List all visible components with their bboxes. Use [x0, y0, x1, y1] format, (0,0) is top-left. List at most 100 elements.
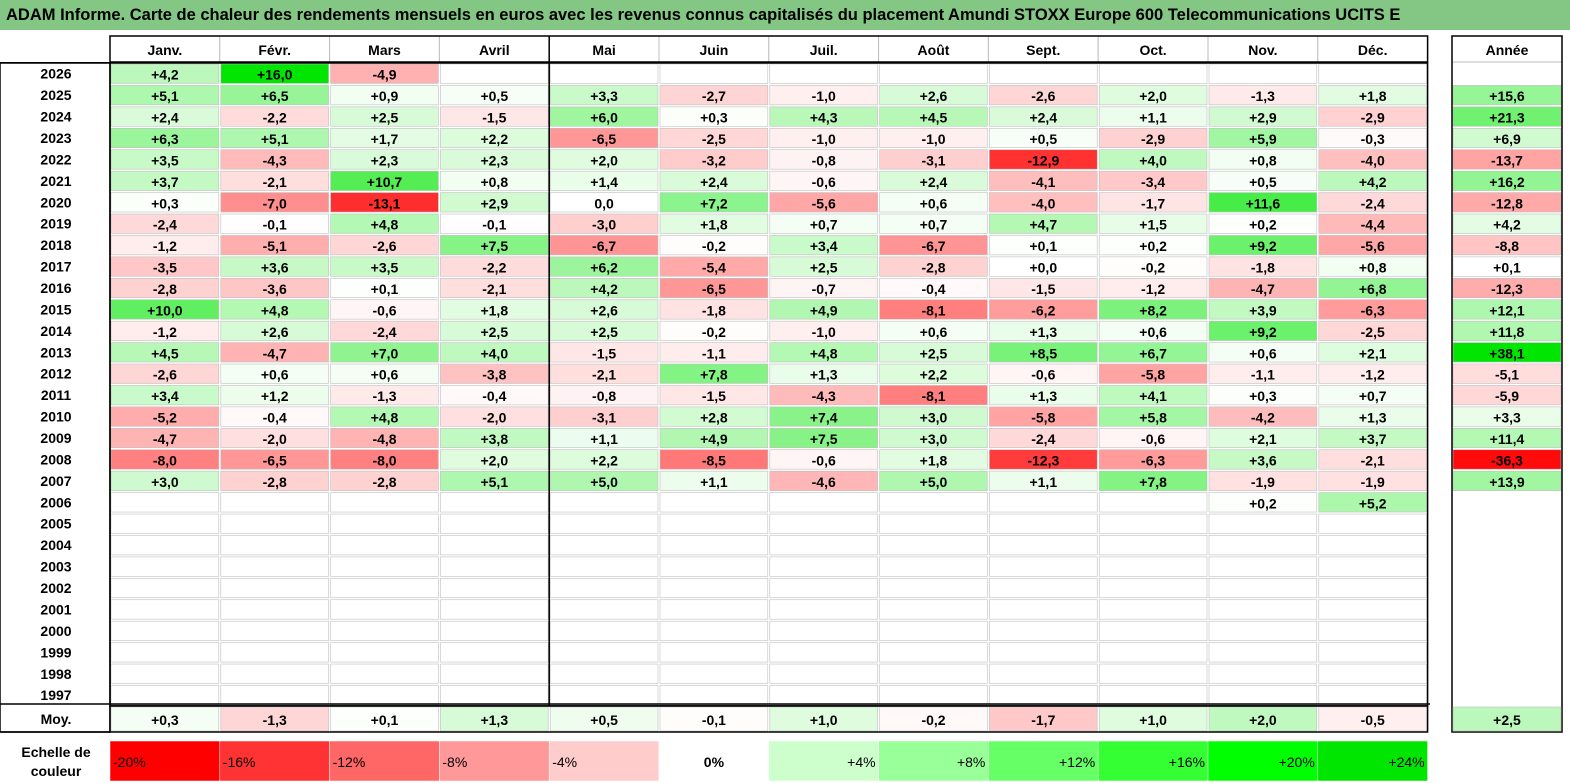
cell-value: -0,1: [263, 217, 287, 233]
cell-value: +0,7: [1359, 388, 1387, 404]
cell-value: -2,8: [153, 281, 177, 297]
cell-value: -0,6: [1031, 367, 1055, 383]
cell-value: +0,6: [1139, 324, 1167, 340]
average-value: +1,0: [810, 712, 838, 728]
cell-value: +5,9: [1249, 131, 1277, 147]
heatmap-cell: [440, 685, 549, 706]
annual-cell: [1452, 406, 1562, 427]
heatmap-cell: [1318, 299, 1427, 320]
cell-value: -1,5: [482, 110, 506, 126]
heatmap-cell: [1098, 149, 1208, 170]
heatmap-cell: [220, 320, 329, 341]
heatmap-cell: [220, 85, 329, 106]
cell-value: -1,1: [702, 345, 726, 361]
cell-value: +6,2: [590, 260, 618, 276]
cell-value: +6,5: [261, 88, 289, 104]
heatmap-cell: [1208, 449, 1318, 470]
heatmap-cell: [769, 85, 878, 106]
year-label: 2010: [40, 409, 71, 425]
heatmap-cell: [989, 213, 1098, 234]
month-header: Juin: [700, 42, 729, 58]
heatmap-cell: [549, 85, 659, 106]
cell-value: +5,2: [1359, 495, 1387, 511]
heatmap-cell: [549, 192, 659, 213]
cell-value: -4,9: [372, 67, 396, 83]
heatmap-cell: [220, 192, 329, 213]
scale-label: Echelle de: [21, 744, 90, 760]
cell-value: -4,7: [1251, 281, 1275, 297]
heatmap-cell: [330, 342, 439, 363]
cell-value: +1,1: [1139, 110, 1167, 126]
heatmap-cell: [1318, 192, 1427, 213]
cell-value: -8,1: [921, 388, 945, 404]
heatmap-cell: [220, 535, 329, 556]
heatmap-cell: [989, 363, 1098, 384]
heatmap-cell: [440, 428, 549, 449]
cell-value: +0,6: [261, 367, 289, 383]
cell-value: +9,2: [1249, 238, 1277, 254]
cell-value: -8,0: [153, 452, 177, 468]
cell-value: -0,6: [812, 452, 836, 468]
heatmap-cell: [769, 277, 878, 299]
cell-value: -3,8: [482, 367, 506, 383]
cell-value: +4,0: [480, 345, 508, 361]
cell-value: +1,3: [810, 367, 838, 383]
cell-value: -8,0: [372, 452, 396, 468]
cell-value: -5,8: [1141, 367, 1165, 383]
heatmap-cell: [1098, 663, 1208, 684]
cell-value: -4,7: [263, 345, 287, 361]
cell-value: -8,5: [702, 452, 726, 468]
heatmap-cell: [549, 299, 659, 320]
cell-value: -2,4: [153, 217, 177, 233]
scale-swatch: [658, 740, 770, 782]
heatmap-cell: [769, 363, 878, 384]
heatmap-cell: [879, 192, 988, 213]
heatmap-cell: [1208, 342, 1318, 363]
year-label: 2023: [40, 130, 71, 146]
heatmap-cell: [1098, 342, 1208, 363]
heatmap-cell: [1098, 63, 1208, 84]
heatmap-cell: [1318, 320, 1427, 341]
cell-value: +3,5: [151, 152, 179, 168]
cell-value: +1,4: [590, 174, 618, 190]
annual-cell: [1453, 599, 1561, 620]
heatmap-cell: [1208, 235, 1318, 256]
cell-value: -6,7: [921, 238, 945, 254]
heatmap-cell: [1318, 63, 1427, 84]
average-value: +0,3: [151, 712, 179, 728]
heatmap-cell: [659, 299, 769, 320]
heatmap-cell: [989, 342, 1098, 363]
annual-cell: [1452, 149, 1562, 170]
heatmap-cell: [330, 299, 439, 320]
cell-value: -2,1: [1361, 452, 1385, 468]
heatmap-cell: [549, 106, 659, 127]
heatmap-cell: [220, 299, 329, 320]
average-cell: [1098, 706, 1208, 732]
heatmap-cell: [220, 63, 329, 84]
heatmap-cell: [440, 363, 549, 384]
scale-step-label: +12%: [1059, 754, 1095, 770]
cell-value: +1,1: [1029, 474, 1057, 490]
heatmap-cell: [220, 470, 329, 491]
cell-value: +0,3: [1249, 388, 1277, 404]
heatmap-cell: [1208, 106, 1318, 127]
heatmap-cell: [879, 535, 988, 556]
cell-value: -3,6: [263, 281, 287, 297]
heatmap-cell: [989, 406, 1098, 427]
month-header: Déc.: [1358, 42, 1388, 58]
cell-value: +0,3: [151, 195, 179, 211]
annual-cell: [1452, 127, 1562, 149]
cell-value: +2,4: [920, 174, 948, 190]
average-value: +1,0: [1139, 712, 1167, 728]
heatmap-cell: [1208, 535, 1318, 556]
cell-value: -2,2: [482, 260, 506, 276]
cell-value: +2,0: [590, 152, 618, 168]
annual-value: +11,4: [1490, 431, 1525, 447]
heatmap-cell: [549, 535, 659, 556]
heatmap-cell: [1098, 235, 1208, 256]
cell-value: +2,0: [480, 452, 508, 468]
cell-value: +2,2: [920, 367, 948, 383]
heatmap-cell: [1208, 578, 1318, 599]
heatmap-cell: [330, 192, 439, 213]
annual-value: -13,7: [1491, 152, 1523, 168]
